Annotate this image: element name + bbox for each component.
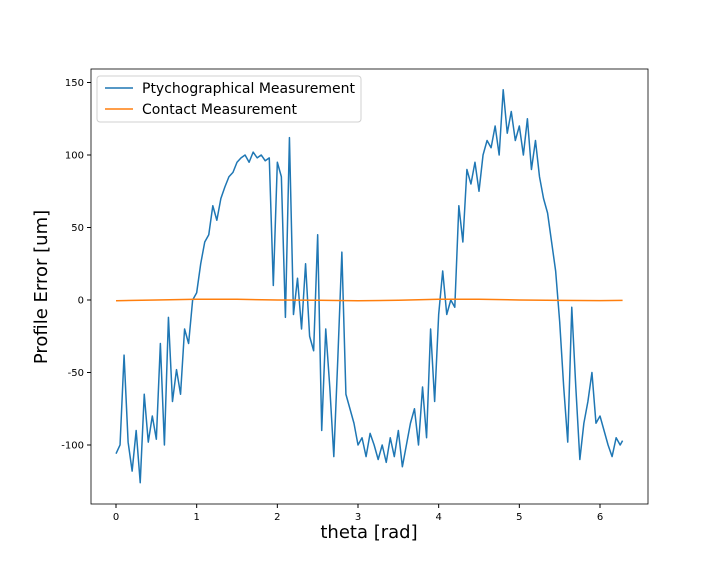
x-tick-label: 4 (435, 512, 441, 523)
x-axis-label: theta [rad] (320, 522, 417, 543)
x-tick-label: 6 (597, 512, 603, 523)
y-tick-label: 150 (65, 78, 84, 89)
legend-box (96, 75, 362, 123)
data-line (115, 298, 623, 302)
x-tick-label: 5 (516, 512, 522, 523)
x-tick-label: 3 (355, 512, 361, 523)
legend-label: Contact Measurement (142, 102, 298, 118)
x-tick-label: 2 (274, 512, 280, 523)
y-tick-label: 100 (65, 150, 84, 161)
y-tick-label: -100 (61, 440, 84, 451)
y-tick-label: 50 (71, 223, 84, 234)
plot-frame (90, 68, 649, 505)
legend-label: Ptychographical Measurement (142, 81, 355, 97)
y-tick-label: 0 (78, 295, 84, 306)
x-tick-label: 1 (193, 512, 199, 523)
data-line (115, 88, 624, 484)
x-tick-label: 0 (113, 512, 119, 523)
y-axis-label: Profile Error [um] (31, 210, 52, 364)
y-tick-label: -50 (68, 368, 84, 379)
